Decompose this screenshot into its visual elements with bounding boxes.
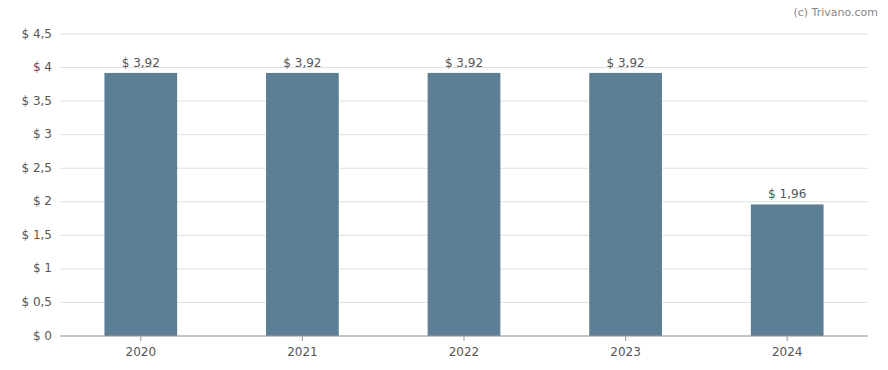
bar bbox=[751, 204, 824, 336]
x-tick bbox=[140, 336, 141, 341]
grid-line bbox=[60, 34, 868, 35]
x-tick-label: 2020 bbox=[126, 345, 157, 359]
y-axis: $ 0 $ 0,5 $ 1 $ 1,5 $ 2 $ 2,5 $ 3 $ 3,5 $ 4 $ 4,5 bbox=[21, 27, 52, 343]
y-tick-label: $ 2 bbox=[33, 194, 52, 208]
x-tick-label: 2024 bbox=[772, 345, 803, 359]
y-tick-label: $ 4 bbox=[33, 60, 52, 74]
bar bbox=[589, 73, 662, 336]
data-label: $ 3,92 bbox=[607, 56, 645, 70]
data-labels: $ 3,92 $ 3,92 $ 3,92 $ 3,92 $ 1,96 bbox=[122, 56, 807, 202]
x-tick bbox=[625, 336, 626, 341]
y-tick-label: $ 3 bbox=[33, 127, 52, 141]
y-tick-label: $ 1,5 bbox=[21, 228, 52, 242]
y-tick-label: $ 2,5 bbox=[21, 161, 52, 175]
data-label: $ 3,92 bbox=[283, 56, 321, 70]
x-tick bbox=[787, 336, 788, 341]
bars bbox=[104, 73, 823, 336]
x-tick-label: 2021 bbox=[287, 345, 318, 359]
bar bbox=[428, 73, 501, 336]
bar bbox=[266, 73, 339, 336]
y-tick-label: $ 1 bbox=[33, 261, 52, 275]
x-tick-label: 2023 bbox=[610, 345, 641, 359]
y-tick-label: $ 0,5 bbox=[21, 295, 52, 309]
y-tick-label: $ 3,5 bbox=[21, 94, 52, 108]
bar bbox=[104, 73, 177, 336]
x-axis: 2020 2021 2022 2023 2024 bbox=[60, 336, 868, 359]
data-label: $ 1,96 bbox=[768, 187, 806, 201]
x-tick bbox=[464, 336, 465, 341]
data-label: $ 3,92 bbox=[445, 56, 483, 70]
x-tick-label: 2022 bbox=[449, 345, 480, 359]
y-tick-label: $ 0 bbox=[33, 329, 52, 343]
data-label: $ 3,92 bbox=[122, 56, 160, 70]
x-tick bbox=[302, 336, 303, 341]
watermark: (c) Trivano.com bbox=[793, 6, 878, 19]
y-tick-label: $ 4,5 bbox=[21, 27, 52, 41]
chart-container: $ 0 $ 0,5 $ 1 $ 1,5 $ 2 $ 2,5 $ 3 $ 3,5 $ 4 $ 4,5… bbox=[0, 0, 888, 370]
grid bbox=[60, 34, 868, 336]
chart-svg: $ 0 $ 0,5 $ 1 $ 1,5 $ 2 $ 2,5 $ 3 $ 3,5 $ 4 $ 4,5… bbox=[0, 0, 888, 370]
